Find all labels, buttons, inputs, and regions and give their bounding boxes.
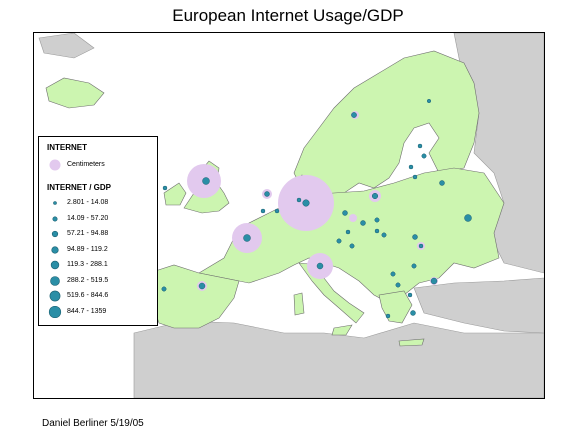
ratio-dot [464,214,472,222]
map-legend: INTERNET Centimeters INTERNET / GDP 2.80… [38,136,158,326]
ratio-dot [430,277,438,285]
ratio-dot-icon [49,290,61,302]
legend-class-label: 288.2 - 519.5 [67,276,109,284]
ratio-dot [296,197,302,203]
ratio-dot [336,238,342,244]
ratio-dot [410,310,416,316]
internet-circle [349,214,357,222]
legend-class-row: 94.89 - 119.2 [47,244,153,256]
ratio-dot [260,208,266,214]
ratio-dot [395,282,401,288]
europe-map [34,33,544,398]
ratio-dot [408,164,414,170]
ratio-dot [412,234,418,240]
land-turkey-middle-east [413,277,544,334]
legend-class-label: 2.801 - 14.08 [67,199,109,206]
ratio-dot [418,243,424,249]
ratio-dot [426,98,432,104]
ratio-dot [439,180,445,186]
legend-ratio-title: INTERNET / GDP [47,183,112,192]
legend-class-row: 57.21 - 94.88 [47,228,153,240]
land-sardinia [293,292,305,316]
legend-class-label: 14.09 - 57.20 [67,214,109,222]
ratio-dot [374,217,380,223]
ratio-dot [421,153,427,159]
map-title: European Internet Usage/GDP [172,6,404,25]
ratio-dot [360,220,366,226]
land-scandinavia [293,50,480,196]
ratio-dot [371,192,379,200]
ratio-dot [407,292,413,298]
legend-internet-item: Centimeters [47,159,153,171]
legend-class-row: 844.7 - 1359 [47,305,153,318]
author-date: Daniel Berliner 5/19/05 [42,418,144,429]
ratio-dot [351,112,357,118]
ratio-dot [274,208,280,214]
legend-internet-title: INTERNET [47,143,87,152]
legend-class-row: 2.801 - 14.08 [47,197,153,209]
ratio-dot [202,177,210,185]
land-ireland [163,182,187,206]
legend-internet-label: Centimeters [67,161,105,168]
ratio-dot [342,210,348,216]
ratio-dot [381,232,387,238]
legend-class-label: 94.89 - 119.2 [67,245,108,253]
ratio-dot [417,143,423,149]
legend-class-label: 119.3 - 288.1 [67,261,108,268]
ratio-dot [345,229,351,235]
ratio-dot-icon [51,245,59,254]
ratio-dot-icon [53,201,57,205]
ratio-dot [374,228,380,234]
ratio-dot [349,243,355,249]
ratio-dot [243,234,251,242]
ratio-dot [264,191,270,197]
ratio-dot [385,313,391,319]
legend-class-row: 288.2 - 519.5 [47,275,153,287]
legend-class-label: 519.6 - 844.6 [67,292,109,299]
internet-circle-icon [49,159,61,171]
map-frame [33,32,545,399]
ratio-dot-icon [50,275,60,286]
land-sicily [331,324,353,336]
ratio-dot [302,199,310,207]
land-crete [398,338,425,347]
ratio-dot [198,282,206,290]
ratio-dot [412,174,418,180]
ratio-dot-icon [51,230,59,238]
land-iceland [45,77,105,109]
ratio-dot-icon [52,215,58,222]
ratio-dot [390,271,396,277]
ratio-dot-icon [50,260,60,270]
ratio-dot [161,286,167,292]
ratio-dot [411,263,417,269]
legend-class-label: 844.7 - 1359 [67,307,107,315]
land-greenland-top [38,33,95,59]
legend-class-row: 14.09 - 57.20 [47,213,153,225]
ratio-dot [162,185,168,191]
legend-class-row: 119.3 - 288.1 [47,259,153,271]
legend-class-label: 57.21 - 94.88 [67,230,109,237]
ratio-dot [316,262,324,270]
legend-class-row: 519.6 - 844.6 [47,290,153,302]
ratio-dot-icon [48,305,62,318]
land-north-africa [133,320,544,398]
